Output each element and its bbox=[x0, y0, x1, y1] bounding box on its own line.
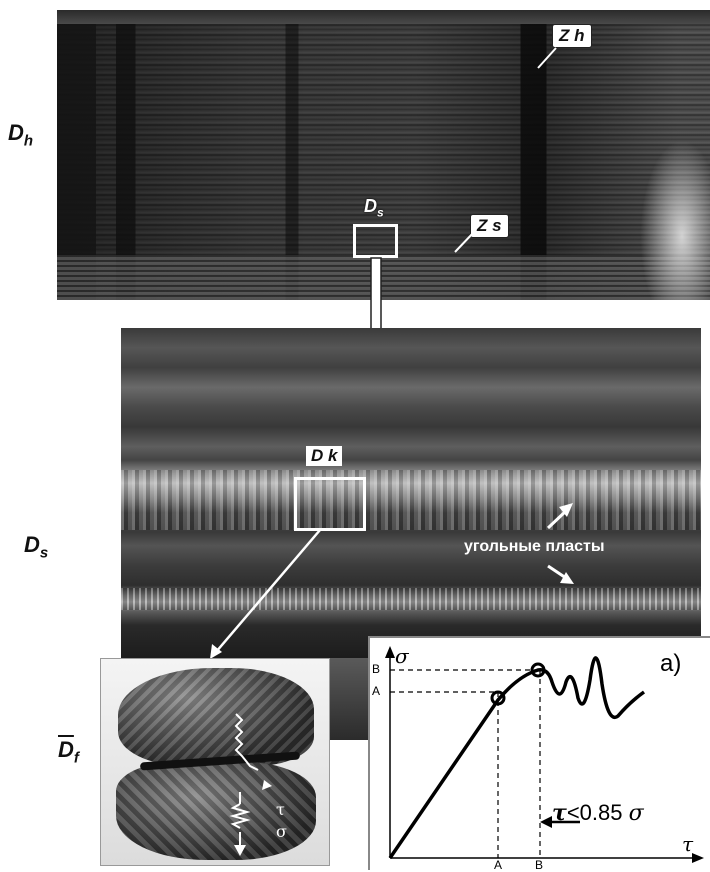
shear-condition: τ<0.85 σ bbox=[552, 800, 644, 826]
chart-svg bbox=[385, 646, 704, 863]
zs-label: Z s bbox=[470, 214, 509, 238]
stress-curve bbox=[388, 656, 646, 859]
cliff-top-shadow bbox=[57, 10, 710, 24]
ds-label: Ds bbox=[24, 532, 49, 562]
cliff-base-layers bbox=[57, 255, 710, 300]
sample-tau-label: τ bbox=[276, 800, 285, 819]
y-tick-b: B bbox=[372, 662, 381, 676]
y-tick-a: A bbox=[372, 684, 381, 698]
dh-label: Dh bbox=[8, 120, 34, 150]
sample-sigma-label: σ bbox=[276, 822, 287, 841]
zh-label: Z h bbox=[552, 24, 592, 48]
df-label: Df bbox=[58, 737, 79, 767]
coal-seams-label: угольные пласты bbox=[464, 538, 605, 555]
ds-selection-box bbox=[353, 224, 398, 258]
seam-bright-band bbox=[121, 470, 701, 530]
y-axis-label: σ bbox=[395, 644, 409, 668]
coal-fragment-bottom bbox=[116, 762, 316, 860]
dk-selection-box bbox=[294, 477, 366, 531]
coal-fragment-top bbox=[118, 668, 314, 766]
cliff-bright-area bbox=[640, 140, 710, 300]
point-b-marker bbox=[530, 662, 546, 678]
x-tick-b: B bbox=[535, 858, 544, 872]
coal-seam-photo bbox=[121, 328, 701, 658]
panel-label: a) bbox=[660, 650, 682, 677]
seam-corner bbox=[330, 658, 370, 740]
dk-label: D k bbox=[306, 446, 343, 466]
x-tick-a: A bbox=[494, 858, 503, 872]
point-a-marker bbox=[490, 690, 506, 706]
ds-box-label: Ds bbox=[364, 196, 384, 220]
x-axis-label: τ bbox=[682, 832, 694, 856]
cliff-photo bbox=[57, 10, 710, 300]
